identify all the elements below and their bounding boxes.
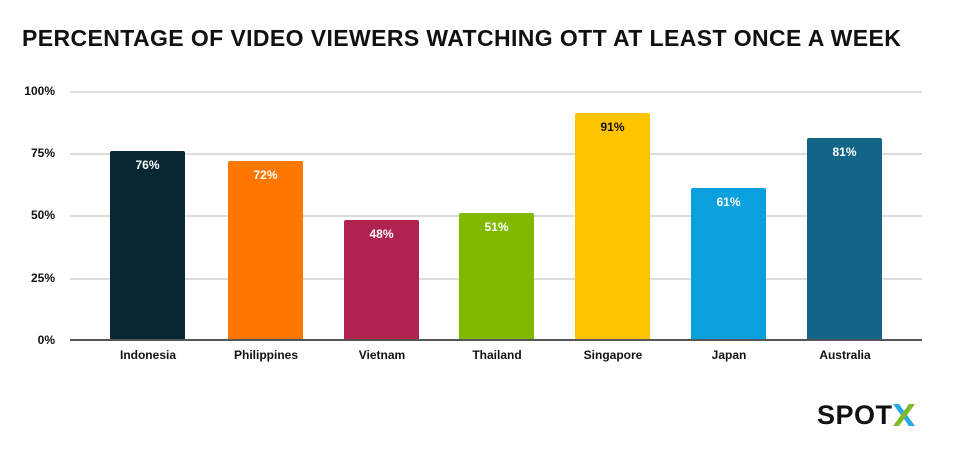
y-tick-25: 25% — [30, 271, 55, 285]
logo-text: SPOT — [817, 400, 893, 430]
y-tick-50: 50% — [30, 208, 55, 222]
x-label-japan: Japan — [711, 348, 747, 362]
gridline-100 — [70, 91, 922, 93]
x-axis-line — [70, 339, 922, 341]
y-tick-0: 0% — [37, 333, 55, 347]
bar-value-label: 72% — [253, 168, 278, 182]
x-label-indonesia: Indonesia — [119, 348, 176, 362]
bar-value-label: 91% — [600, 120, 625, 134]
x-label-australia: Australia — [819, 348, 871, 362]
bar-philippines: 72% — [228, 161, 303, 340]
bar-value-label: 61% — [716, 195, 741, 209]
bar-singapore: 91% — [575, 113, 650, 340]
bar-value-label: 48% — [369, 227, 394, 241]
logo-x-icon — [892, 400, 915, 431]
gridline-75 — [70, 153, 922, 155]
x-label-singapore: Singapore — [583, 348, 643, 362]
bar-value-label: 81% — [832, 145, 857, 159]
bar-indonesia: 76% — [110, 151, 185, 340]
x-label-philippines: Philippines — [233, 348, 298, 362]
bar-vietnam: 48% — [344, 220, 419, 340]
plot-area: 76% 72% 48% 51% 91% 61% 81% — [70, 91, 922, 341]
bar-australia: 81% — [807, 138, 882, 340]
bar-value-label: 51% — [484, 220, 509, 234]
bar-thailand: 51% — [459, 213, 534, 340]
x-label-thailand: Thailand — [472, 348, 522, 362]
y-tick-100: 100% — [24, 84, 55, 98]
chart-title: PERCENTAGE OF VIDEO VIEWERS WATCHING OTT… — [22, 25, 902, 51]
bar-japan: 61% — [691, 188, 766, 340]
bar-value-label: 76% — [135, 158, 160, 172]
spotx-logo: SPOT — [817, 400, 915, 431]
y-tick-75: 75% — [30, 146, 55, 160]
x-label-vietnam: Vietnam — [358, 348, 406, 362]
